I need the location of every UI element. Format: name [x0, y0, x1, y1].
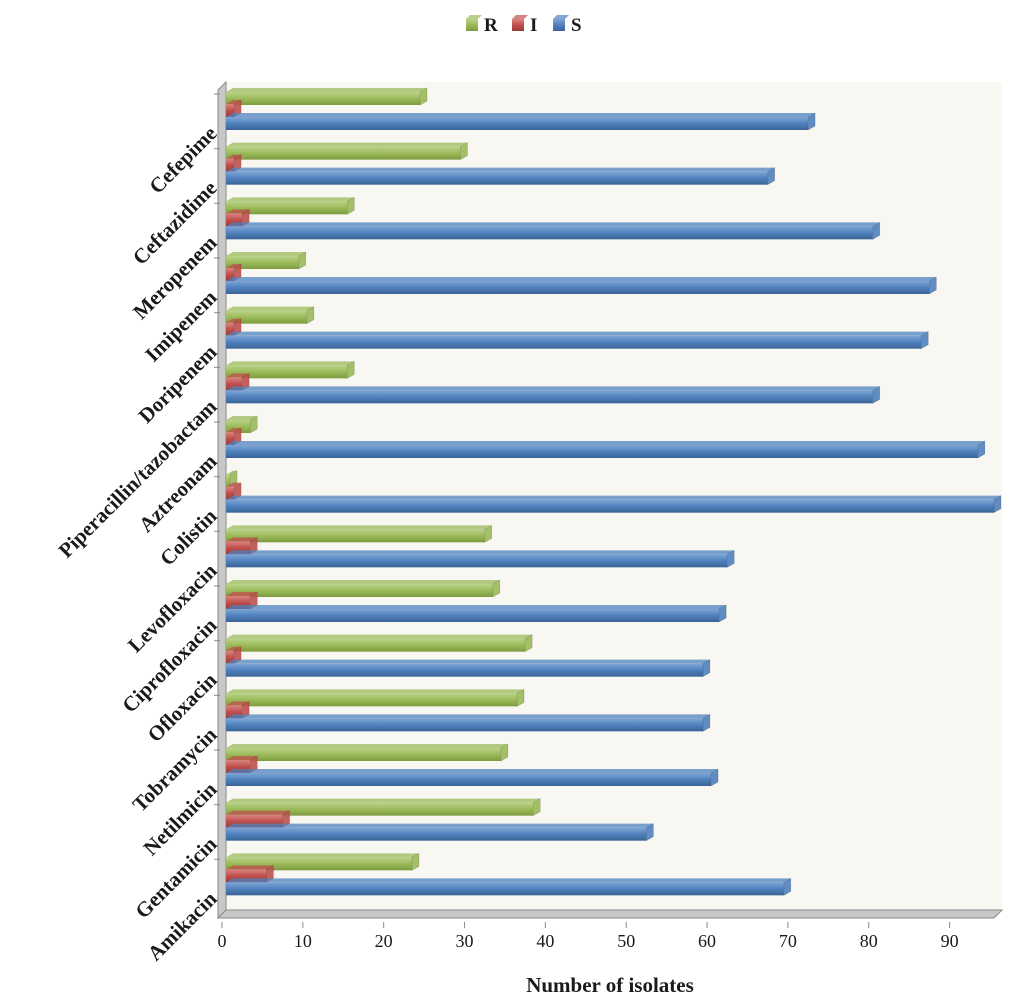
bar-S-colistin: [226, 495, 1002, 514]
bar-I-cefepime: [226, 99, 242, 118]
bar-R-netilmicin: [226, 743, 509, 762]
bar-R-ofloxacin: [226, 634, 533, 653]
bar-R-ciprofloxacin: [226, 579, 501, 598]
legend-swatch-top: [466, 15, 482, 19]
bar-I-ceftazidime: [226, 154, 242, 173]
bar-S-levofloxacin: [226, 549, 735, 568]
bar-S-meropenem: [226, 221, 881, 240]
bar-R-tobramycin: [226, 688, 525, 707]
bar-I-colistin: [226, 482, 242, 501]
bars: [226, 87, 1002, 896]
x-tick-label-80: 80: [860, 931, 878, 951]
x-tick-label-30: 30: [456, 931, 474, 951]
x-tick-label-50: 50: [617, 931, 635, 951]
legend-item-I: I: [512, 15, 537, 36]
x-axis-title: Number of isolates: [526, 973, 694, 997]
bar-S-gentamicin: [226, 823, 654, 842]
x-tick-label-20: 20: [375, 931, 393, 951]
bar-S-ofloxacin: [226, 659, 711, 678]
bar-S-piperacillin-tazobactam: [226, 385, 881, 404]
x-tick-label-40: 40: [536, 931, 554, 951]
legend-label-R: R: [484, 15, 498, 36]
bar-S-netilmicin: [226, 768, 719, 787]
x-axis-ticks: 0 10 20 30 40 50 60 70 80 90: [218, 922, 959, 951]
legend-swatch-top: [553, 15, 569, 19]
bar-S-ciprofloxacin: [226, 604, 727, 623]
bar-R-gentamicin: [226, 798, 541, 817]
legend-label-I: I: [530, 15, 537, 36]
legend-label-S: S: [571, 15, 582, 36]
legend-item-S: S: [553, 15, 582, 36]
x-tick-label-10: 10: [294, 931, 312, 951]
bar-S-cefepime: [226, 112, 816, 131]
bar-S-tobramycin: [226, 713, 711, 732]
bar-R-piperacillin-tazobactam: [226, 360, 355, 379]
bar-R-imipenem: [226, 251, 307, 270]
bar-I-imipenem: [226, 263, 242, 282]
bar-S-doripenem: [226, 331, 929, 350]
bar-S-imipenem: [226, 276, 937, 295]
bar-R-cefepime: [226, 87, 428, 106]
bar-R-levofloxacin: [226, 524, 492, 543]
legend-swatch: [553, 19, 565, 31]
bar-R-ceftazidime: [226, 142, 468, 161]
x-tick-label-60: 60: [698, 931, 716, 951]
legend-swatch: [512, 19, 524, 31]
x-axis-floor: [216, 909, 1004, 919]
legend-item-R: R: [466, 15, 498, 36]
x-tick-label-0: 0: [218, 931, 227, 951]
x-tick-label-70: 70: [779, 931, 797, 951]
x-tick-label-90: 90: [941, 931, 959, 951]
bar-I-doripenem: [226, 318, 242, 337]
bar-S-ceftazidime: [226, 167, 775, 186]
bar-I-aztreonam: [226, 427, 242, 446]
bar-S-amikacin: [226, 877, 792, 896]
bar-S-aztreonam: [226, 440, 986, 459]
legend-swatch: [466, 19, 478, 31]
bar-R-meropenem: [226, 196, 355, 215]
category-labels: CefepimeCeftazidimeMeropenemImipenemDori…: [54, 93, 222, 965]
legend-swatch-top: [512, 15, 528, 19]
bar-R-doripenem: [226, 306, 315, 325]
